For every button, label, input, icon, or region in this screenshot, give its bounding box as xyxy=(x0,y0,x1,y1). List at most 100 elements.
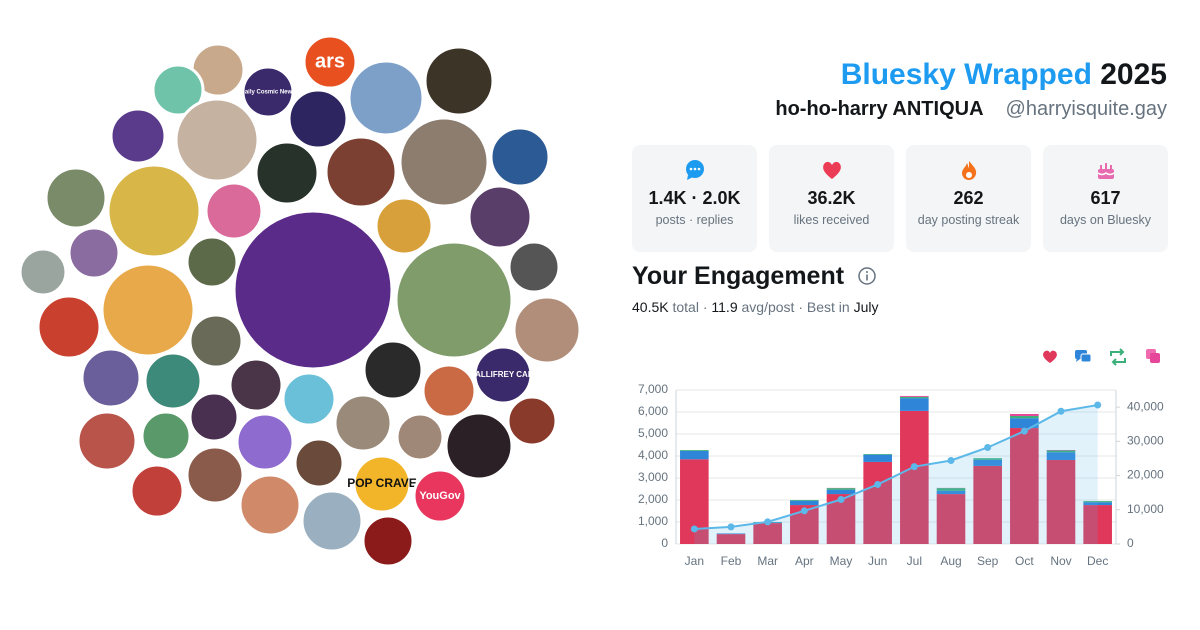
y-tick-label: 4,000 xyxy=(638,448,668,462)
avatar[interactable] xyxy=(362,339,424,401)
bar-segment xyxy=(900,396,929,399)
avatar[interactable] xyxy=(394,240,514,360)
avatar[interactable] xyxy=(204,181,264,241)
avatar[interactable] xyxy=(507,240,561,294)
x-tick-label: Dec xyxy=(1087,554,1108,568)
avatar[interactable] xyxy=(185,235,239,289)
avatar[interactable] xyxy=(140,410,192,462)
summary-text: total · xyxy=(672,299,708,315)
cumulative-point xyxy=(874,480,882,488)
avatar[interactable] xyxy=(444,411,514,481)
stat-value: 36.2K xyxy=(807,188,856,208)
bar-segment xyxy=(900,398,929,411)
avatar[interactable] xyxy=(241,65,295,119)
avatar[interactable] xyxy=(44,166,108,230)
avatar[interactable] xyxy=(228,357,284,413)
bar-segment xyxy=(973,465,1002,544)
avatar[interactable] xyxy=(473,345,533,405)
avatar[interactable] xyxy=(398,116,490,208)
avatar[interactable] xyxy=(76,410,138,472)
y2-tick-label: 40,000 xyxy=(1127,399,1164,413)
cumulative-point xyxy=(1057,407,1065,415)
avatar[interactable] xyxy=(100,262,196,358)
avatar[interactable] xyxy=(106,163,202,259)
avatar[interactable] xyxy=(188,313,244,369)
avatar[interactable] xyxy=(412,468,468,524)
flame-icon xyxy=(961,161,976,180)
avatar[interactable] xyxy=(361,514,415,568)
bar-segment xyxy=(936,494,966,544)
avatar[interactable] xyxy=(506,395,558,447)
stat-label: likes received xyxy=(793,213,870,227)
bar-segment xyxy=(790,500,819,506)
avatar[interactable] xyxy=(333,393,393,453)
avatar[interactable] xyxy=(151,63,205,117)
bar-segment xyxy=(863,461,892,544)
avatar[interactable] xyxy=(421,363,477,419)
stat-card: 36.2K likes received xyxy=(769,145,894,252)
avatar[interactable] xyxy=(423,45,495,117)
avatar[interactable] xyxy=(254,140,320,206)
avatar[interactable] xyxy=(232,209,394,371)
legend-likes[interactable] xyxy=(1043,350,1057,363)
y2-tick-label: 30,000 xyxy=(1127,434,1164,448)
x-tick-label: May xyxy=(830,554,853,568)
header: Bluesky Wrapped 2025 ho-ho-harry ANTIQUA… xyxy=(775,58,1167,121)
avatar[interactable] xyxy=(395,412,445,462)
avatar[interactable] xyxy=(238,473,302,537)
avg: 11.9 xyxy=(711,299,738,315)
avatar[interactable] xyxy=(174,97,260,183)
avatar[interactable] xyxy=(287,88,349,150)
stat-label: posts · replies xyxy=(655,213,734,227)
profile: ho-ho-harry ANTIQUA @harryisquite.gay xyxy=(775,98,1167,121)
avatar[interactable] xyxy=(80,347,142,409)
x-tick-label: Jul xyxy=(907,554,922,568)
avatar[interactable] xyxy=(347,59,425,137)
bar-segment xyxy=(826,488,856,490)
avatar[interactable] xyxy=(467,184,533,250)
avatar[interactable] xyxy=(129,463,185,519)
bar-segment xyxy=(1046,450,1076,453)
bar-segment xyxy=(1010,418,1039,429)
avatar[interactable] xyxy=(109,107,167,165)
avatar[interactable] xyxy=(67,226,121,280)
info-icon[interactable] xyxy=(857,266,877,286)
cake-icon xyxy=(1097,163,1114,179)
cumulative-point xyxy=(690,525,698,533)
stat-label: days on Bluesky xyxy=(1059,213,1152,227)
stat-value: 1.4K · 2.0K xyxy=(648,188,741,208)
y2-tick-label: 20,000 xyxy=(1127,468,1164,482)
cumulative-point xyxy=(800,507,808,515)
avatar[interactable] xyxy=(374,196,434,256)
bar-segment xyxy=(1010,415,1039,419)
avatar[interactable] xyxy=(293,437,345,489)
legend-quotes[interactable] xyxy=(1146,349,1160,363)
avatar[interactable] xyxy=(185,445,245,505)
avatar[interactable] xyxy=(489,126,551,188)
y2-tick-label: 10,000 xyxy=(1127,502,1164,516)
legend-replies[interactable] xyxy=(1075,350,1092,363)
x-tick-label: Jan xyxy=(685,554,704,568)
best-month: July xyxy=(853,299,879,315)
avatar[interactable] xyxy=(235,412,295,472)
avatar[interactable] xyxy=(188,391,240,443)
avatar[interactable] xyxy=(324,135,398,209)
avatar[interactable] xyxy=(143,351,203,411)
bar-segment xyxy=(716,533,746,535)
avatar[interactable] xyxy=(512,295,582,365)
legend-reposts[interactable] xyxy=(1110,348,1126,366)
cumulative-area xyxy=(694,405,1098,544)
x-tick-label: Feb xyxy=(721,554,742,568)
bar-segment xyxy=(1083,505,1112,544)
avatar[interactable] xyxy=(352,454,412,514)
avatar[interactable] xyxy=(18,247,68,297)
avatar[interactable] xyxy=(302,34,358,90)
title-text: Bluesky Wrapped xyxy=(840,58,1092,91)
avatar[interactable] xyxy=(300,489,364,553)
section-title: Your Engagement xyxy=(632,262,877,291)
y-tick-label: 0 xyxy=(661,536,668,550)
avatar[interactable] xyxy=(36,294,102,360)
section-title-text: Your Engagement xyxy=(632,262,845,290)
avatar[interactable] xyxy=(281,371,337,427)
